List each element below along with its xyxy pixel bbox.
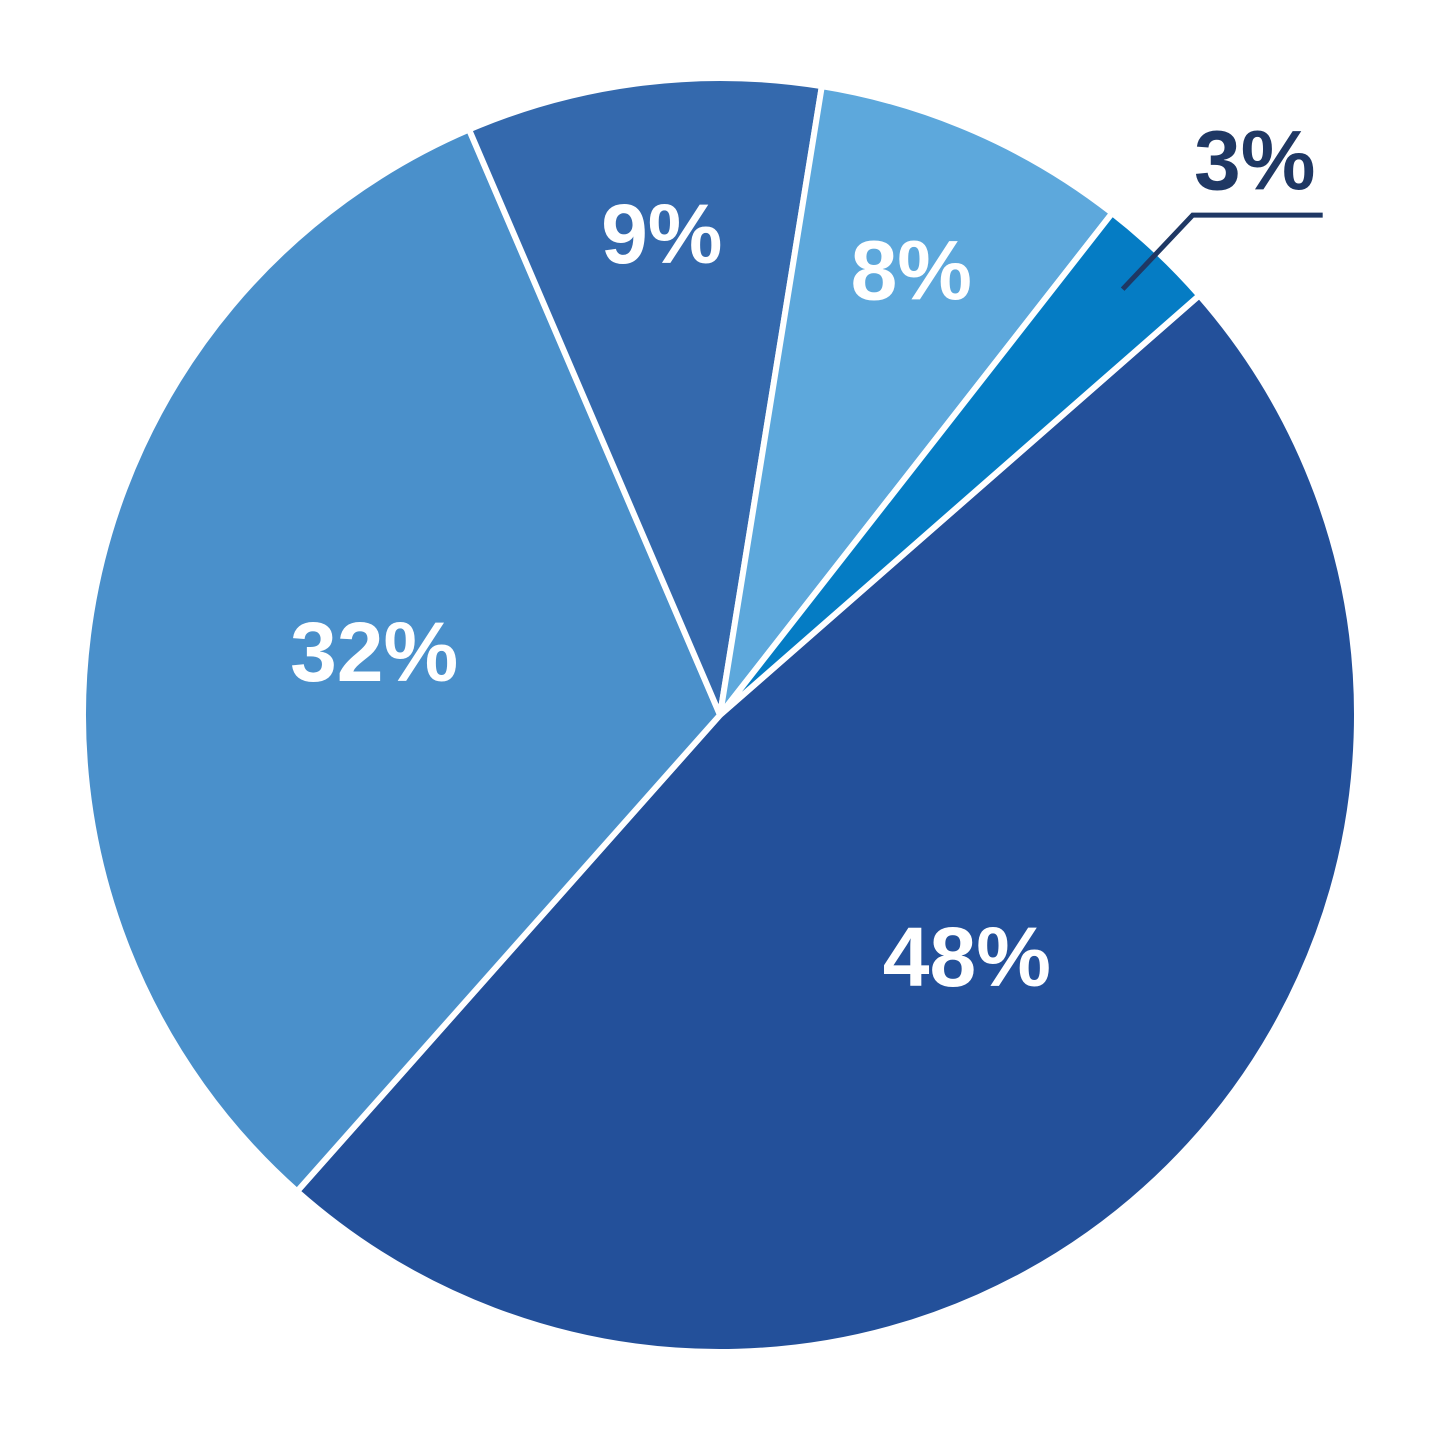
leader-line [1120, 212, 1323, 291]
data-label: 9% [601, 187, 722, 281]
pie-slice [80, 126, 723, 1195]
data-label: 8% [851, 223, 972, 317]
data-label: 48% [883, 910, 1051, 1004]
data-label: 3% [1194, 113, 1315, 207]
pie-slice [717, 83, 1116, 718]
pie-slice [294, 292, 1361, 1356]
pie-slice [466, 75, 825, 718]
data-label: 32% [290, 605, 458, 699]
